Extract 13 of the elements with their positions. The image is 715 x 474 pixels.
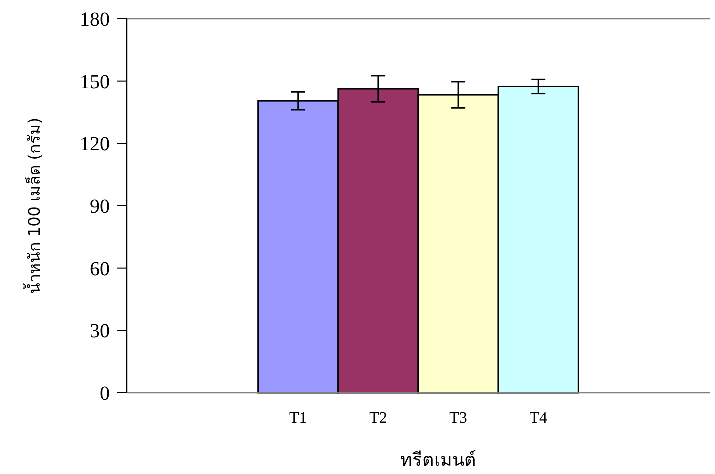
y-tick-label: 60 (90, 258, 110, 280)
y-axis-title: น้ำหนัก 100 เมล็ด (กรัม) (23, 118, 44, 294)
series-label: T4 (530, 410, 548, 427)
y-tick-label: 180 (80, 9, 110, 31)
x-axis-title: ทรีตเมนต์ (400, 450, 476, 470)
y-tick-label: 90 (90, 196, 110, 218)
series-label: T1 (289, 410, 308, 427)
series-label: T3 (450, 410, 468, 427)
y-tick-label: 120 (80, 134, 110, 156)
y-tick-label: 0 (100, 383, 110, 405)
y-tick-label: 30 (90, 320, 110, 343)
y-tick-label: 150 (80, 71, 110, 94)
series-label: T2 (370, 410, 388, 427)
